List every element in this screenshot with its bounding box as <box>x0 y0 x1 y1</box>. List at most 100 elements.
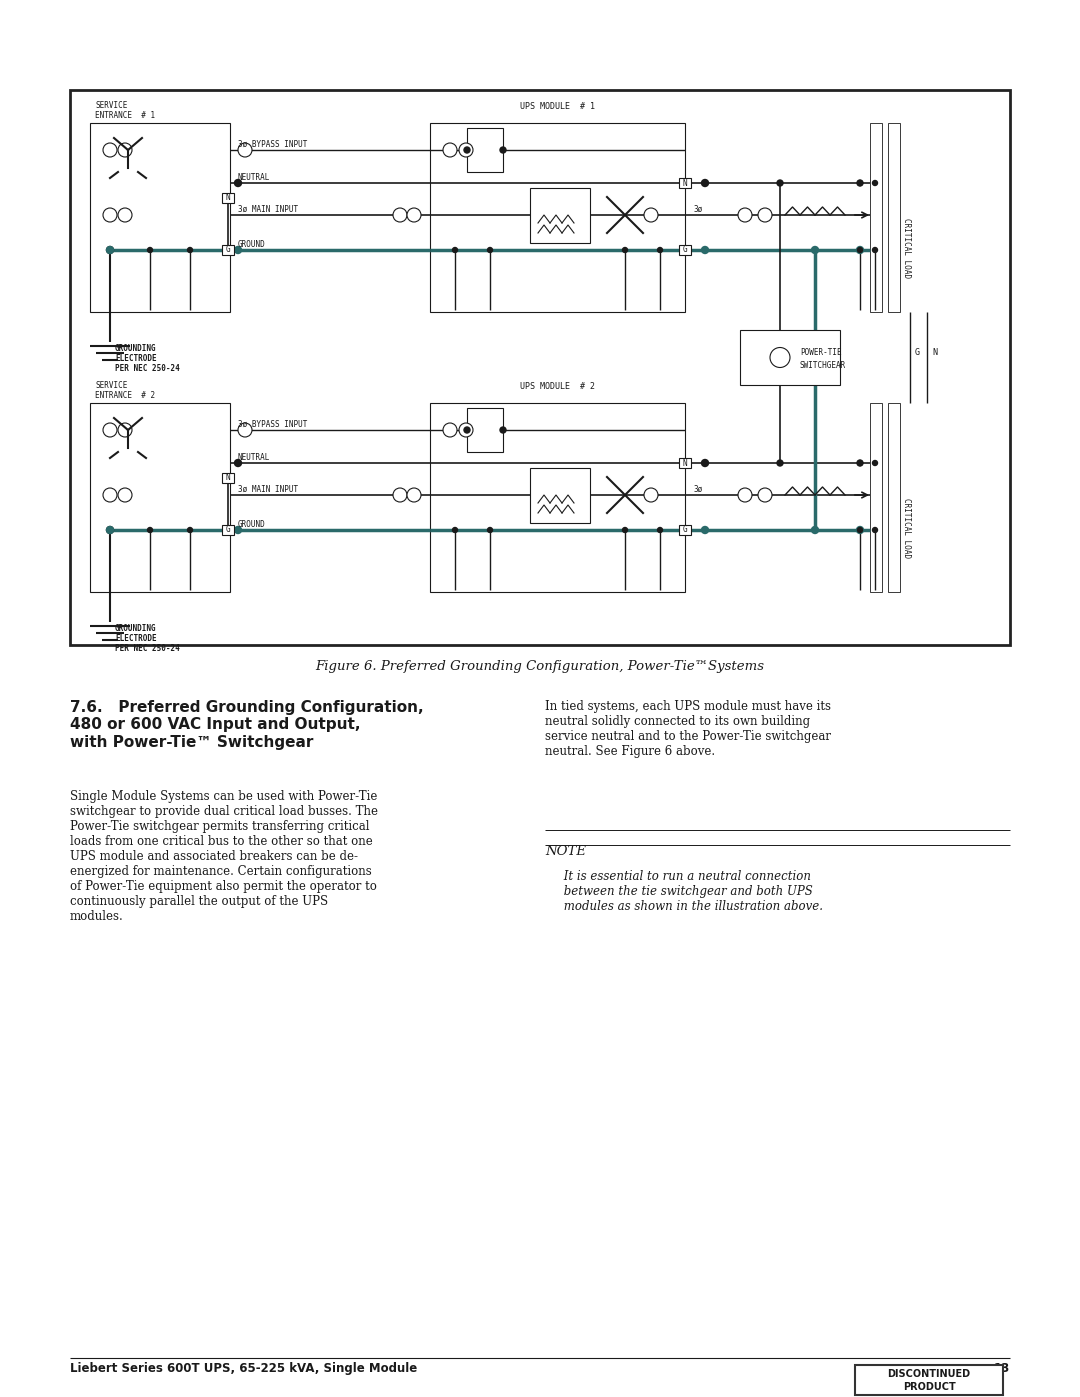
Circle shape <box>453 247 458 253</box>
Circle shape <box>188 528 192 532</box>
Circle shape <box>393 488 407 502</box>
Text: G: G <box>683 525 687 535</box>
Circle shape <box>225 196 231 201</box>
Text: SERVICE: SERVICE <box>95 101 127 110</box>
Text: PER NEC 250-24: PER NEC 250-24 <box>114 644 179 652</box>
Circle shape <box>238 142 252 156</box>
Circle shape <box>188 247 192 253</box>
Circle shape <box>858 461 863 465</box>
Text: G: G <box>226 525 230 535</box>
Circle shape <box>464 147 470 154</box>
Circle shape <box>118 142 132 156</box>
Bar <box>888 123 900 312</box>
Circle shape <box>487 247 492 253</box>
Text: 13: 13 <box>994 1362 1010 1375</box>
Circle shape <box>234 179 242 187</box>
Circle shape <box>758 488 772 502</box>
Circle shape <box>658 247 662 253</box>
Text: CRITICAL LOAD: CRITICAL LOAD <box>902 497 910 557</box>
Text: N: N <box>683 458 687 468</box>
Circle shape <box>702 527 708 534</box>
Circle shape <box>858 180 863 186</box>
Circle shape <box>770 348 789 367</box>
Circle shape <box>238 423 252 437</box>
Bar <box>888 402 900 592</box>
Bar <box>222 474 234 483</box>
Circle shape <box>459 423 473 437</box>
Circle shape <box>148 528 152 532</box>
Bar <box>70 89 1010 645</box>
Text: SERVICE: SERVICE <box>95 381 127 390</box>
Bar <box>530 468 590 522</box>
Circle shape <box>103 208 117 222</box>
Circle shape <box>644 488 658 502</box>
Bar <box>530 187 590 243</box>
Circle shape <box>856 246 864 253</box>
Bar <box>430 402 685 592</box>
Circle shape <box>225 247 231 253</box>
Text: ENTRANCE  # 2: ENTRANCE # 2 <box>95 391 156 400</box>
Text: It is essential to run a neutral connection
     between the tie switchgear and : It is essential to run a neutral connect… <box>545 870 823 914</box>
Text: G: G <box>915 348 920 358</box>
Circle shape <box>103 423 117 437</box>
Circle shape <box>103 488 117 502</box>
Text: 3ø BYPASS INPUT: 3ø BYPASS INPUT <box>238 420 308 429</box>
Text: UPS MODULE  # 2: UPS MODULE # 2 <box>519 381 595 391</box>
Circle shape <box>738 488 752 502</box>
Circle shape <box>453 528 458 532</box>
Circle shape <box>234 460 242 467</box>
Text: GROUND: GROUND <box>238 520 266 529</box>
Bar <box>870 123 882 312</box>
Bar <box>222 244 234 256</box>
Bar <box>870 402 882 592</box>
Text: 7.6.   Preferred Grounding Configuration,
480 or 600 VAC Input and Output,
with : 7.6. Preferred Grounding Configuration, … <box>70 700 423 750</box>
Text: ELECTRODE: ELECTRODE <box>114 634 157 643</box>
Text: GROUNDING: GROUNDING <box>114 624 157 633</box>
Text: 3ø MAIN INPUT: 3ø MAIN INPUT <box>238 205 298 214</box>
Circle shape <box>500 427 507 433</box>
Text: NEUTRAL: NEUTRAL <box>238 173 270 182</box>
Text: NOTE: NOTE <box>545 845 586 858</box>
Circle shape <box>118 423 132 437</box>
Circle shape <box>738 208 752 222</box>
Circle shape <box>500 147 507 154</box>
Text: GROUND: GROUND <box>238 240 266 249</box>
Bar <box>679 244 691 256</box>
Text: ENTRANCE  # 1: ENTRANCE # 1 <box>95 110 156 120</box>
Circle shape <box>858 528 863 532</box>
Bar <box>679 458 691 468</box>
Circle shape <box>118 208 132 222</box>
Text: SWITCHGEAR: SWITCHGEAR <box>800 360 847 370</box>
Text: N: N <box>932 348 937 358</box>
Circle shape <box>234 246 242 253</box>
Circle shape <box>811 246 819 253</box>
Text: GROUNDING: GROUNDING <box>114 344 157 353</box>
Circle shape <box>644 208 658 222</box>
Bar <box>222 193 234 203</box>
Text: ELECTRODE: ELECTRODE <box>114 353 157 363</box>
Circle shape <box>407 208 421 222</box>
Bar <box>90 402 230 592</box>
Circle shape <box>487 528 492 532</box>
Text: 3ø: 3ø <box>693 485 702 495</box>
Text: PRODUCT: PRODUCT <box>903 1382 956 1391</box>
Bar <box>740 330 840 386</box>
Text: Liebert Series 600T UPS, 65-225 kVA, Single Module: Liebert Series 600T UPS, 65-225 kVA, Sin… <box>70 1362 417 1375</box>
Circle shape <box>443 423 457 437</box>
Circle shape <box>407 488 421 502</box>
Text: NEUTRAL: NEUTRAL <box>238 453 270 462</box>
Circle shape <box>873 461 877 465</box>
Circle shape <box>148 247 152 253</box>
Circle shape <box>856 527 864 534</box>
Circle shape <box>393 208 407 222</box>
Circle shape <box>103 142 117 156</box>
Text: G: G <box>226 246 230 254</box>
Circle shape <box>811 527 819 534</box>
Circle shape <box>622 528 627 532</box>
Bar <box>222 525 234 535</box>
Circle shape <box>873 528 877 532</box>
Circle shape <box>758 208 772 222</box>
Circle shape <box>225 475 231 481</box>
Circle shape <box>107 246 113 253</box>
Bar <box>467 408 503 453</box>
